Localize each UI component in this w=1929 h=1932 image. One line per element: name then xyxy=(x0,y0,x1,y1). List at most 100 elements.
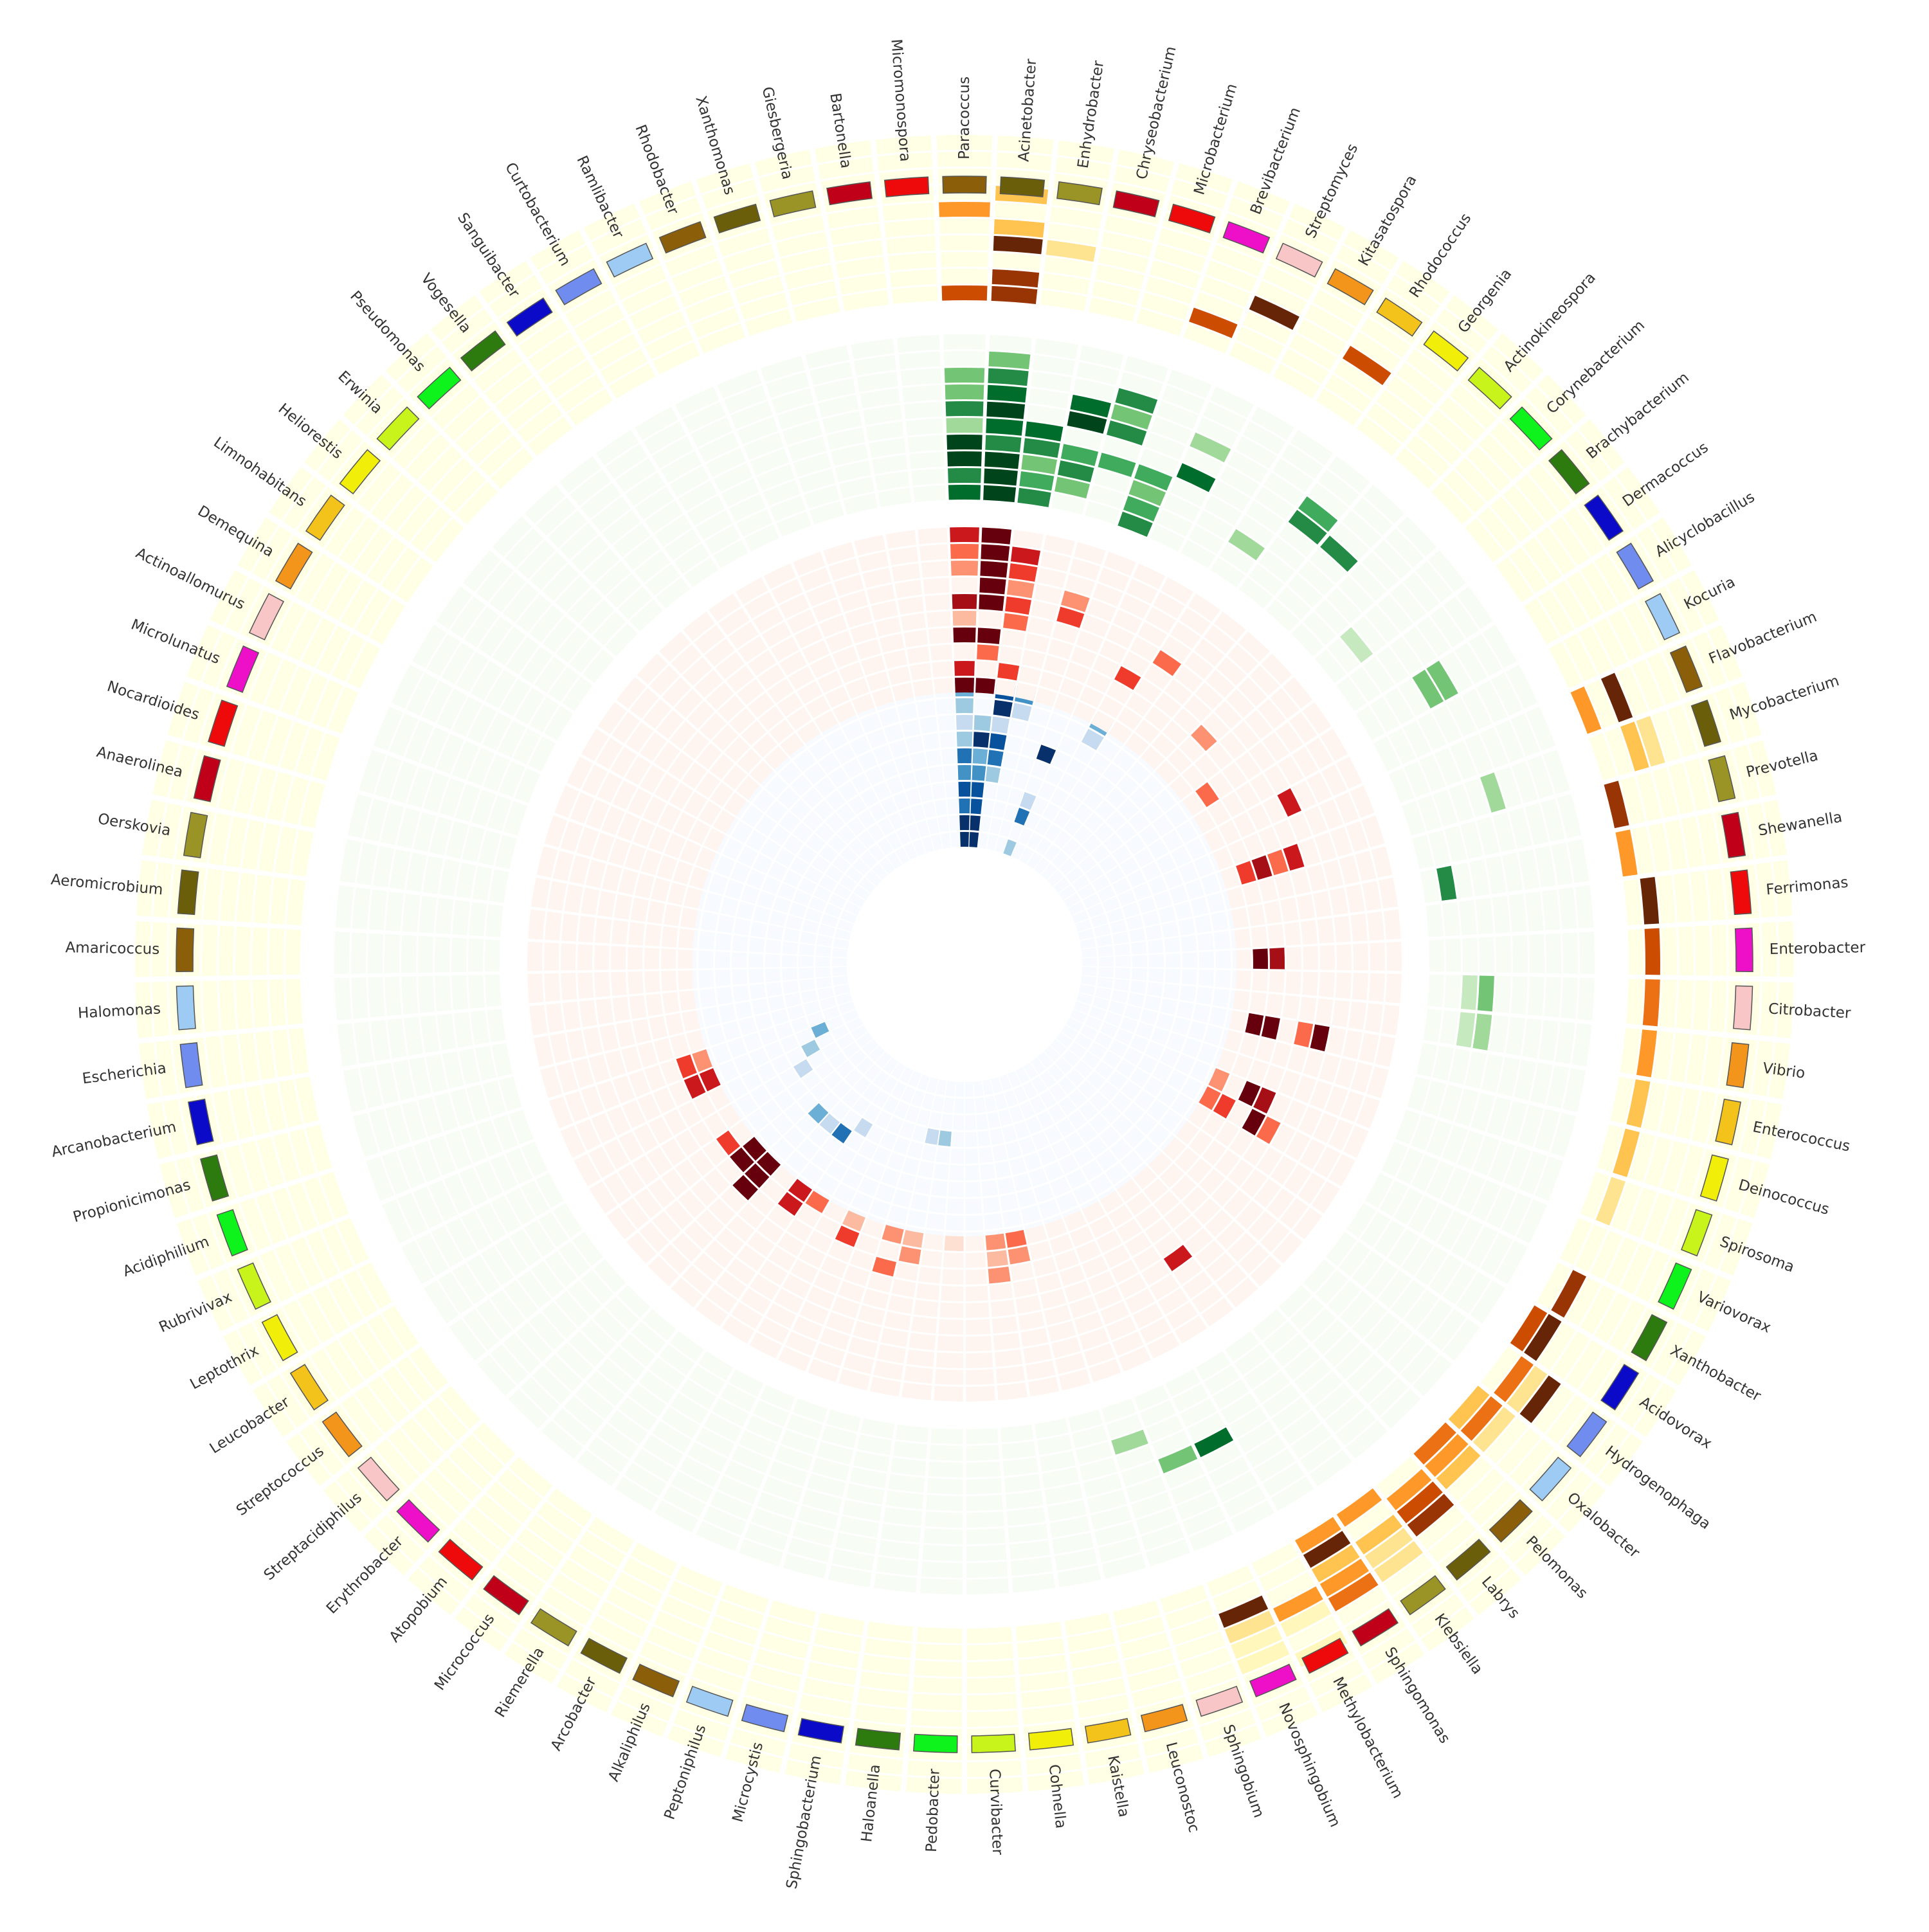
heatmap-cell xyxy=(1320,728,1348,761)
heatmap-cell xyxy=(1087,903,1105,918)
category-color-marker xyxy=(248,593,285,641)
heatmap-cell xyxy=(842,289,889,311)
heatmap-cell xyxy=(1459,1555,1510,1602)
heatmap-cell xyxy=(783,1553,828,1579)
heatmap-cell xyxy=(950,527,979,543)
heatmap-cell xyxy=(714,951,730,968)
heatmap-cell xyxy=(1549,517,1590,566)
heatmap-cell xyxy=(1262,732,1289,762)
heatmap-cell xyxy=(138,1042,161,1099)
heatmap-cell xyxy=(1417,1299,1453,1340)
heatmap-cell xyxy=(1238,1244,1269,1274)
heatmap-cell xyxy=(816,1032,835,1049)
heatmap-cell xyxy=(236,872,256,923)
heatmap-cell xyxy=(1562,507,1604,557)
heatmap-cell xyxy=(966,1478,1002,1494)
heatmap-cell xyxy=(812,599,842,622)
heatmap-cell xyxy=(368,933,384,974)
heatmap-cell xyxy=(643,421,686,455)
heatmap-cell xyxy=(943,334,986,350)
heatmap-cell xyxy=(1558,887,1577,930)
heatmap-cell xyxy=(866,584,895,604)
heatmap-cell xyxy=(999,820,1013,838)
heatmap-cell xyxy=(495,1237,528,1276)
heatmap-cell xyxy=(1196,417,1239,448)
heatmap-cell xyxy=(1108,721,1132,744)
heatmap-cell xyxy=(717,914,735,934)
heatmap-cell xyxy=(1188,1104,1211,1128)
heatmap-cell xyxy=(844,1265,870,1286)
heatmap-cell xyxy=(575,1383,615,1420)
heatmap-cell xyxy=(655,1500,699,1533)
heatmap-cell xyxy=(1128,480,1166,507)
heatmap-cell xyxy=(1055,1353,1086,1375)
heatmap-cell xyxy=(686,1030,706,1052)
heatmap-cell xyxy=(1458,1468,1505,1514)
heatmap-cell xyxy=(1170,1616,1220,1645)
heatmap-cell xyxy=(1098,956,1114,967)
heatmap-cell xyxy=(810,1081,830,1101)
heatmap-cell xyxy=(642,1434,684,1468)
heatmap-cell xyxy=(899,1067,914,1084)
heatmap-cell xyxy=(594,972,611,998)
heatmap-cell xyxy=(1666,577,1704,633)
heatmap-cell xyxy=(825,865,844,882)
heatmap-cell xyxy=(1471,1092,1495,1132)
heatmap-cell xyxy=(556,1062,579,1094)
heatmap-cell xyxy=(1575,1224,1608,1273)
heatmap-cell xyxy=(1359,1033,1379,1063)
heatmap-cell xyxy=(1254,1448,1296,1482)
heatmap-cell xyxy=(637,1094,661,1121)
heatmap-cell xyxy=(868,1045,885,1062)
heatmap-cell xyxy=(1282,995,1300,1020)
heatmap-cell xyxy=(702,179,758,210)
heatmap-cell xyxy=(1510,713,1540,757)
heatmap-cell xyxy=(1216,1265,1247,1295)
heatmap-cell xyxy=(906,1349,935,1368)
heatmap-cell xyxy=(855,1704,907,1725)
heatmap-cell xyxy=(1184,695,1211,722)
heatmap-cell xyxy=(966,1461,1001,1477)
heatmap-cell xyxy=(749,1332,783,1359)
heatmap-cell xyxy=(578,1531,626,1568)
heatmap-cell xyxy=(1002,752,1019,770)
heatmap-cell xyxy=(1256,280,1307,315)
heatmap-cell xyxy=(1051,493,1086,515)
heatmap-cell xyxy=(777,787,800,809)
heatmap-cell xyxy=(922,1544,963,1561)
heatmap-cell xyxy=(766,1303,797,1329)
heatmap-cell xyxy=(884,219,936,238)
heatmap-cell xyxy=(940,1114,953,1130)
heatmap-cell xyxy=(1025,1225,1047,1244)
heatmap-cell xyxy=(790,799,811,820)
heatmap-cell xyxy=(456,862,476,899)
heatmap-cell xyxy=(205,1036,227,1088)
category-color-marker xyxy=(438,1539,484,1581)
heatmap-cell xyxy=(1140,1009,1158,1025)
heatmap-cell xyxy=(1120,1150,1143,1173)
heatmap-cell xyxy=(665,1200,694,1230)
heatmap-cell xyxy=(669,465,710,498)
heatmap-cell xyxy=(1206,1252,1236,1281)
heatmap-cell xyxy=(1049,1177,1071,1197)
heatmap-cell xyxy=(490,1289,525,1330)
heatmap-cell xyxy=(357,463,401,512)
heatmap-cell xyxy=(1303,1259,1336,1293)
heatmap-cell xyxy=(1243,421,1286,455)
heatmap-cell xyxy=(964,1132,978,1147)
heatmap-cell xyxy=(485,669,517,709)
category-color-marker xyxy=(1222,221,1271,254)
heatmap-cell xyxy=(1285,1131,1310,1161)
heatmap-cell xyxy=(1020,1328,1049,1348)
heatmap-cell xyxy=(1343,1125,1369,1159)
heatmap-cell xyxy=(1134,464,1173,491)
heatmap-cell xyxy=(1489,1015,1509,1053)
heatmap-cell xyxy=(547,881,567,911)
heatmap-cell xyxy=(665,244,718,277)
heatmap-cell xyxy=(1510,1305,1548,1351)
heatmap-cell xyxy=(612,997,630,1022)
heatmap-cell xyxy=(1037,568,1067,588)
heatmap-cell xyxy=(1247,804,1271,831)
heatmap-cell xyxy=(367,1314,405,1361)
heatmap-cell xyxy=(1740,1160,1770,1218)
